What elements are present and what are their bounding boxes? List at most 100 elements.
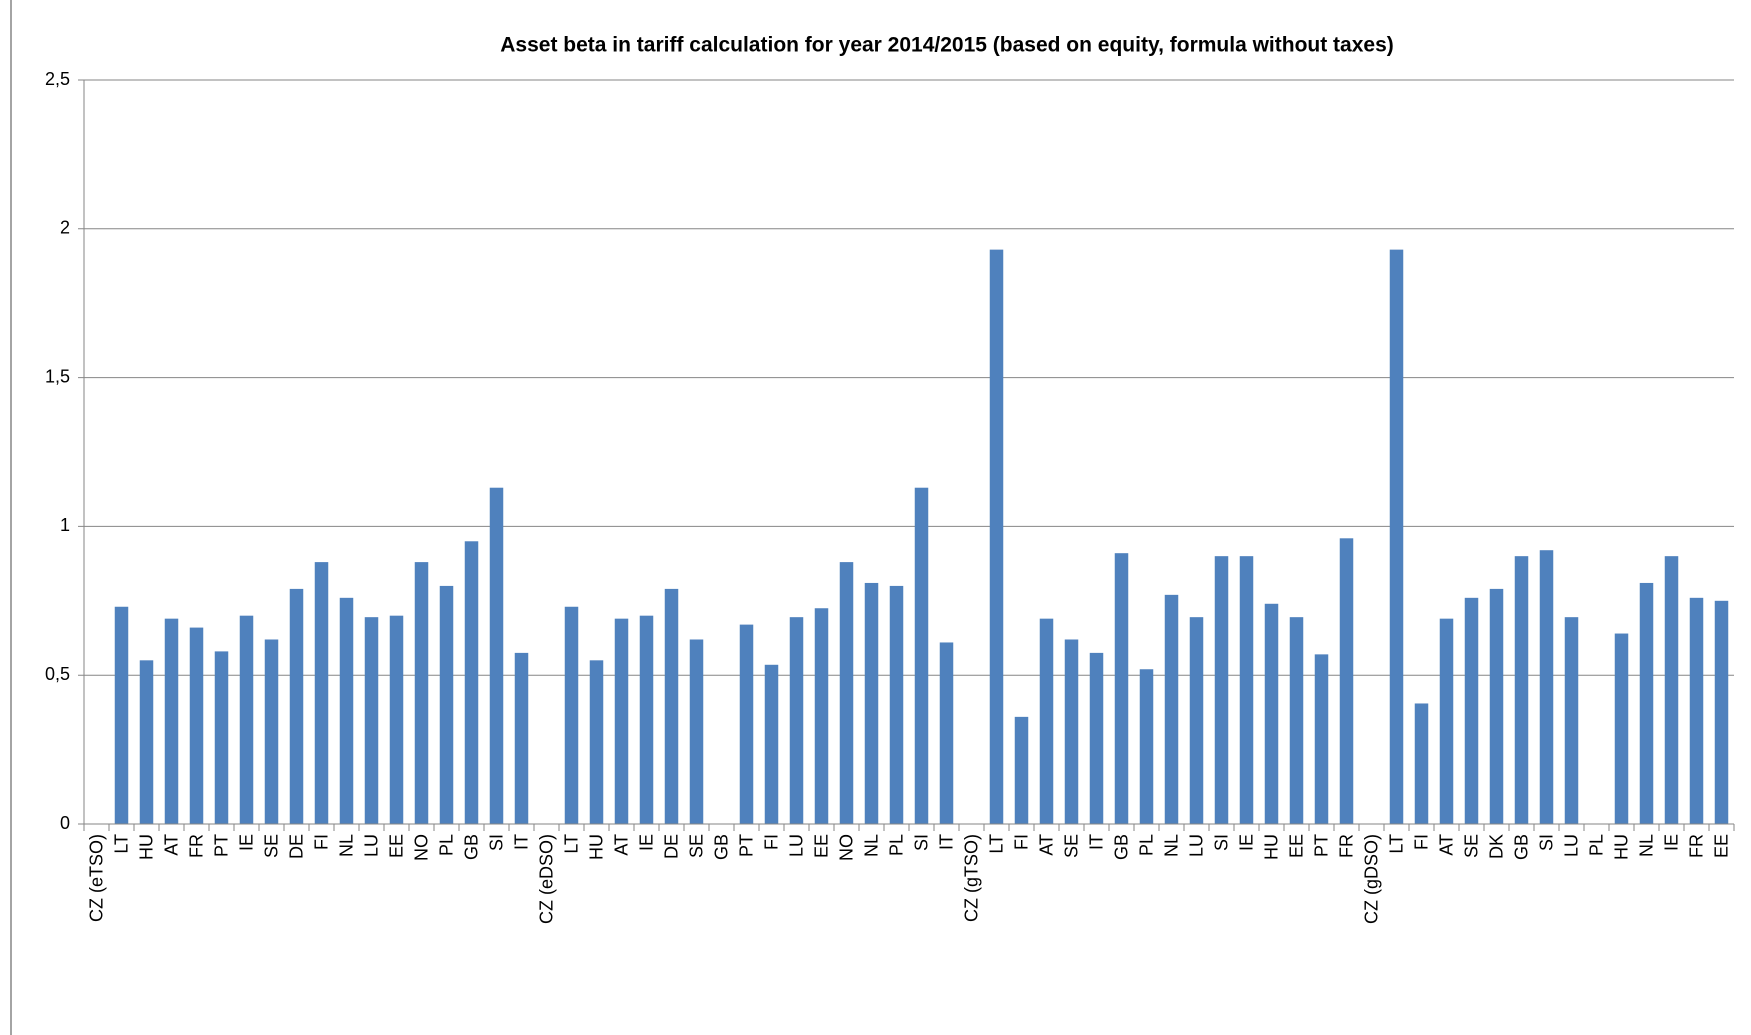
bar (114, 606, 129, 824)
bar (1164, 594, 1179, 824)
x-tick-label: LT (562, 834, 582, 854)
bar (389, 615, 404, 824)
bar (139, 660, 154, 824)
x-tick-label: PT (212, 834, 232, 857)
x-tick-label: FR (1687, 834, 1707, 858)
x-tick-label: GB (462, 834, 482, 860)
bar (1564, 617, 1579, 824)
x-tick-label: PL (1587, 834, 1607, 856)
bar (1664, 556, 1679, 824)
x-tick-label: AT (162, 834, 182, 856)
x-tick-label: SI (1212, 834, 1232, 851)
bar (1289, 617, 1304, 824)
bar (914, 487, 929, 824)
y-tick-label: 2,5 (45, 69, 70, 89)
x-tick-label: PL (437, 834, 457, 856)
x-tick-label: AT (1037, 834, 1057, 856)
bar (489, 487, 504, 824)
bar (614, 618, 629, 824)
x-tick-label: SE (687, 834, 707, 858)
x-tick-label: LT (987, 834, 1007, 854)
x-tick-label: SE (1062, 834, 1082, 858)
bar (164, 618, 179, 824)
bar (1039, 618, 1054, 824)
x-tick-label: IE (637, 834, 657, 851)
x-tick-label: AT (612, 834, 632, 856)
bar (1189, 617, 1204, 824)
bar (1689, 597, 1704, 824)
x-tick-label: FI (312, 834, 332, 850)
bar (1214, 556, 1229, 824)
bar (1339, 538, 1354, 824)
bar (739, 624, 754, 824)
x-tick-label: GB (1112, 834, 1132, 860)
bar (839, 562, 854, 824)
bar (1414, 703, 1429, 824)
bar (864, 582, 879, 824)
x-tick-label: DE (287, 834, 307, 859)
x-tick-label: CZ (gDSO) (1362, 834, 1382, 924)
y-tick-label: 2 (60, 218, 70, 238)
bar (339, 597, 354, 824)
bar (239, 615, 254, 824)
bar (564, 606, 579, 824)
bar (989, 249, 1004, 824)
x-tick-label: FR (1337, 834, 1357, 858)
x-tick-label: PL (1137, 834, 1157, 856)
x-tick-label: NL (337, 834, 357, 857)
bar (664, 588, 679, 824)
bar (889, 585, 904, 824)
x-tick-label: DK (1487, 834, 1507, 859)
x-tick-label: IT (512, 834, 532, 850)
x-tick-label: LU (362, 834, 382, 857)
x-tick-label: EE (812, 834, 832, 858)
x-tick-label: FI (1412, 834, 1432, 850)
bar (514, 652, 529, 824)
x-tick-label: SI (912, 834, 932, 851)
bar (1314, 654, 1329, 824)
x-tick-label: SI (487, 834, 507, 851)
bar (1089, 652, 1104, 824)
x-tick-label: NO (837, 834, 857, 861)
x-tick-label: LU (787, 834, 807, 857)
bar (264, 639, 279, 824)
x-tick-label: NL (1637, 834, 1657, 857)
y-tick-label: 0,5 (45, 664, 70, 684)
x-tick-label: LU (1187, 834, 1207, 857)
x-tick-label: CZ (eDSO) (537, 834, 557, 924)
bar (1439, 618, 1454, 824)
x-tick-label: FR (187, 834, 207, 858)
bar (814, 608, 829, 824)
chart-title: Asset beta in tariff calculation for yea… (500, 34, 1394, 57)
x-tick-label: HU (1262, 834, 1282, 860)
bar (1114, 553, 1129, 824)
bar (1714, 600, 1729, 824)
chart-border (10, 0, 12, 1035)
x-tick-label: PT (737, 834, 757, 857)
x-tick-label: GB (712, 834, 732, 860)
bar (1389, 249, 1404, 824)
bar (589, 660, 604, 824)
x-tick-label: IT (937, 834, 957, 850)
bar (1139, 669, 1154, 824)
x-tick-label: DE (662, 834, 682, 859)
x-tick-label: SE (1462, 834, 1482, 858)
x-tick-label: EE (1287, 834, 1307, 858)
bar (189, 627, 204, 824)
y-tick-label: 1,5 (45, 366, 70, 386)
x-tick-label: FI (762, 834, 782, 850)
bar (1539, 550, 1554, 824)
bar (414, 562, 429, 824)
bar (364, 617, 379, 824)
x-tick-label: SE (262, 834, 282, 858)
bar (1514, 556, 1529, 824)
bar (214, 651, 229, 824)
bar (639, 615, 654, 824)
bar (689, 639, 704, 824)
x-tick-label: IE (1662, 834, 1682, 851)
bar (1239, 556, 1254, 824)
bar (1614, 633, 1629, 824)
x-tick-label: LT (112, 834, 132, 854)
x-tick-label: HU (137, 834, 157, 860)
bar (789, 617, 804, 824)
